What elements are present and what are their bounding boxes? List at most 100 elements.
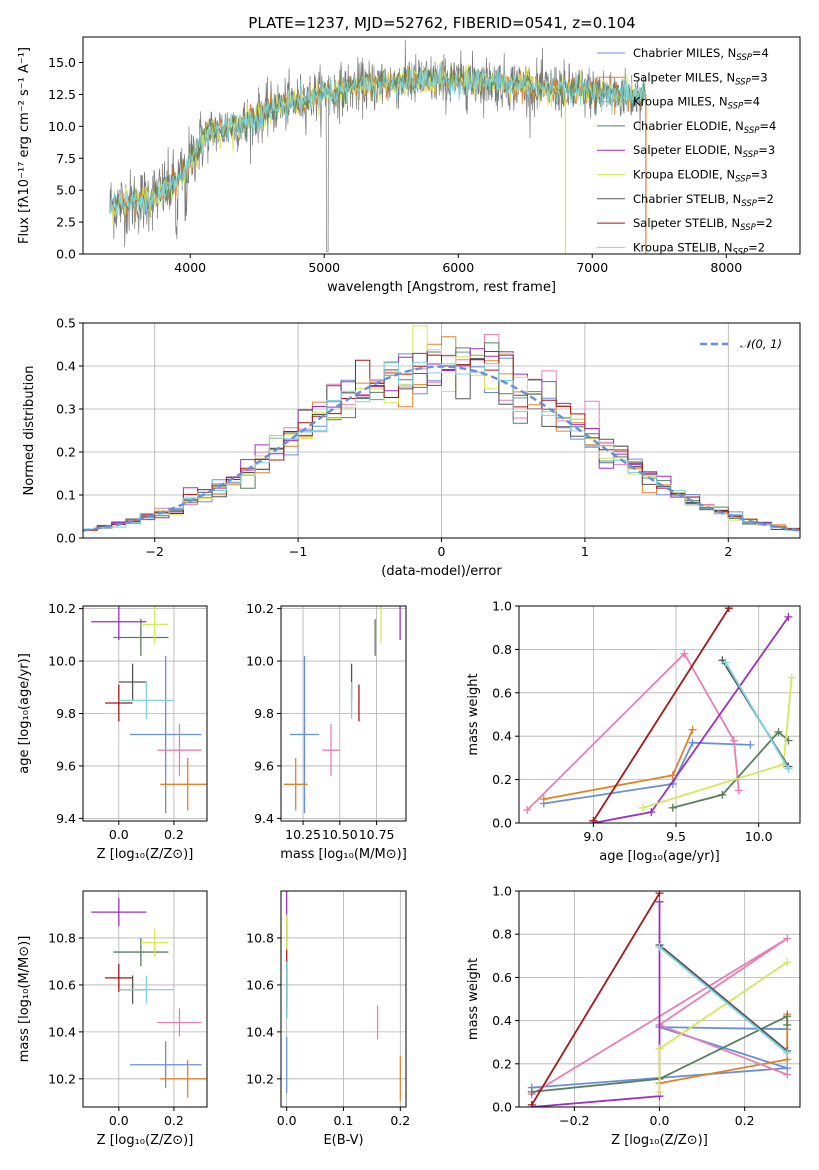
- ssp-point: [527, 1100, 536, 1107]
- ssp-point: [527, 1087, 536, 1096]
- x-tick-label: 6000: [442, 260, 474, 275]
- axes-frame: [518, 605, 801, 824]
- y-tick-label: 10.0: [48, 119, 76, 134]
- ssp-weight-line: [658, 946, 788, 1054]
- legend-label: Salpeter STELIB, NSSP=2: [633, 216, 773, 233]
- ssp-point: [783, 958, 792, 967]
- y-tick-label: 10.6: [48, 977, 76, 992]
- x-tick-label: 0.2: [390, 1113, 410, 1128]
- y-tick-label: 0.0: [56, 531, 76, 546]
- x-tick-label: 2: [724, 544, 732, 559]
- y-tick-label: 10.4: [246, 1024, 274, 1039]
- y-tick-label: 0.0: [492, 1100, 512, 1115]
- x-axis-label: E(B-V): [323, 1133, 363, 1148]
- plot-area: [286, 891, 401, 1102]
- errorbar-kroupa_elodie: [140, 606, 169, 643]
- axes-residuals: −2 −1 0 1 2 0.0 0.1 0.2 0.3 0.4 0.5 (data-model)/er…: [22, 316, 800, 579]
- ssp-point: [688, 738, 697, 747]
- x-tick-label: 0.2: [164, 827, 184, 842]
- y-tick-label: 9.8: [56, 706, 76, 721]
- ssp-point: [746, 740, 755, 749]
- errorbar-chabrier_miles: [129, 655, 202, 814]
- y-tick-label: 0.8: [492, 642, 512, 657]
- axes-weight-vs-age: 9.0 9.5 10.0 0.0 0.2 0.4 0.6 0.8 1.0 age [log₁₀(a…: [466, 599, 800, 864]
- ssp-point: [783, 1012, 792, 1021]
- ssp-point: [647, 808, 656, 817]
- y-tick-label: 9.6: [254, 758, 274, 773]
- errorbar-salpeter_miles: [283, 758, 308, 811]
- ssp-point: [523, 805, 532, 814]
- y-axis-label: age [log₁₀(age/yr)]: [17, 653, 32, 774]
- ssp-point: [784, 764, 793, 773]
- x-axis-label: wavelength [Angstrom, rest frame]: [327, 280, 556, 295]
- errorbar-kroupa_stelib: [118, 975, 174, 1004]
- x-tick-label: 1: [581, 544, 589, 559]
- histogram-legend: 𝒩(0, 1): [700, 337, 782, 351]
- ssp-point: [787, 673, 796, 682]
- y-tick-label: 15.0: [48, 55, 76, 70]
- plot-area: [91, 898, 207, 1098]
- axes-frame: [280, 890, 407, 1108]
- x-tick-label: 4000: [174, 260, 206, 275]
- axes-frame: [280, 605, 407, 822]
- model-spectrum-chabrier_elodie: [109, 61, 647, 215]
- x-tick-label: 5000: [308, 260, 340, 275]
- axes-mass-vs-Z: 0.0 0.2 10.2 10.4 10.6 10.8 Z [log₁₀(Z/Z⊙)] mas…: [17, 891, 207, 1148]
- legend-label: Chabrier MILES, NSSP=4: [633, 46, 769, 63]
- ssp-point: [655, 1087, 664, 1096]
- x-tick-label: 9.0: [583, 829, 603, 844]
- ssp-point: [783, 1020, 792, 1029]
- axes-frame: [82, 605, 208, 822]
- axes-frame: [82, 36, 801, 255]
- spectrum-legend: Chabrier MILES, NSSP=4 Salpeter MILES, NS…: [597, 46, 776, 257]
- legend-label: Chabrier ELODIE, NSSP=4: [633, 119, 776, 136]
- ssp-weight-line: [531, 901, 661, 1107]
- normal-curve: [83, 365, 800, 532]
- ssp-point: [724, 606, 733, 613]
- axes-weight-vs-Z: −0.2 0.0 0.2 0.0 0.2 0.4 0.6 0.8 1.0 Z [log₁₀(Z/Z…: [466, 884, 800, 1148]
- ssp-point: [783, 1070, 792, 1079]
- ssp-point: [783, 1049, 792, 1057]
- errorbar-kroupa_stelib: [118, 682, 174, 719]
- histogram-kroupa_stelib: [83, 361, 800, 531]
- y-tick-label: 2.5: [56, 215, 76, 230]
- plot-area: [527, 891, 792, 1107]
- y-tick-label: 0.2: [492, 772, 512, 787]
- y-axis-label: Flux [fλ10⁻¹⁷ erg cm⁻² s⁻¹ A⁻¹]: [17, 47, 32, 244]
- y-axis-label: mass [log₁₀(M/M⊙)]: [17, 936, 32, 1063]
- errorbar-salpeter_miles: [160, 1060, 207, 1098]
- ssp-point: [655, 1044, 664, 1053]
- ssp-point: [668, 771, 677, 780]
- ssp-point: [783, 934, 792, 943]
- ssp-weight-line: [543, 741, 751, 805]
- errorbar-salpeter_elodie: [91, 898, 147, 927]
- ssp-point: [729, 736, 738, 745]
- y-tick-label: 10.2: [48, 601, 76, 616]
- y-tick-label: 0.5: [56, 316, 76, 331]
- ssp-point: [655, 891, 664, 898]
- ssp-weight-line: [658, 944, 788, 1052]
- ssp-weight-line: [531, 892, 661, 1106]
- y-tick-label: 10.4: [48, 1024, 76, 1039]
- x-tick-label: 0.0: [109, 1113, 129, 1128]
- y-tick-label: 10.8: [48, 930, 76, 945]
- y-tick-label: 0.2: [492, 1056, 512, 1071]
- x-axis-label: mass [log₁₀(M/M⊙)]: [280, 847, 407, 862]
- y-tick-label: 0.8: [492, 927, 512, 942]
- ssp-point: [655, 943, 664, 952]
- y-tick-label: 12.5: [48, 87, 76, 102]
- errorbar-salpeter_elodie: [91, 606, 147, 641]
- ssp-point: [668, 803, 677, 812]
- y-tick-label: 0.1: [56, 488, 76, 503]
- legend-label: 𝒩(0, 1): [740, 337, 782, 351]
- y-tick-label: 0.2: [56, 445, 76, 460]
- y-axis-label: mass weight: [466, 673, 481, 755]
- y-tick-label: 0.0: [56, 247, 76, 262]
- ssp-point: [774, 727, 783, 736]
- ssp-Z-line-salpeter_stelib: [527, 891, 664, 1107]
- errorbar-chabrier_elodie: [113, 619, 169, 656]
- errorbar-kroupa_elodie: [140, 928, 169, 957]
- axes-age-vs-mass: 10.25 10.50 10.75 9.4 9.6 9.8 10.0 10.2 mass [lo…: [246, 601, 407, 862]
- y-tick-label: 0.6: [492, 970, 512, 985]
- ssp-Z-line-chabrier_elodie: [527, 1012, 792, 1096]
